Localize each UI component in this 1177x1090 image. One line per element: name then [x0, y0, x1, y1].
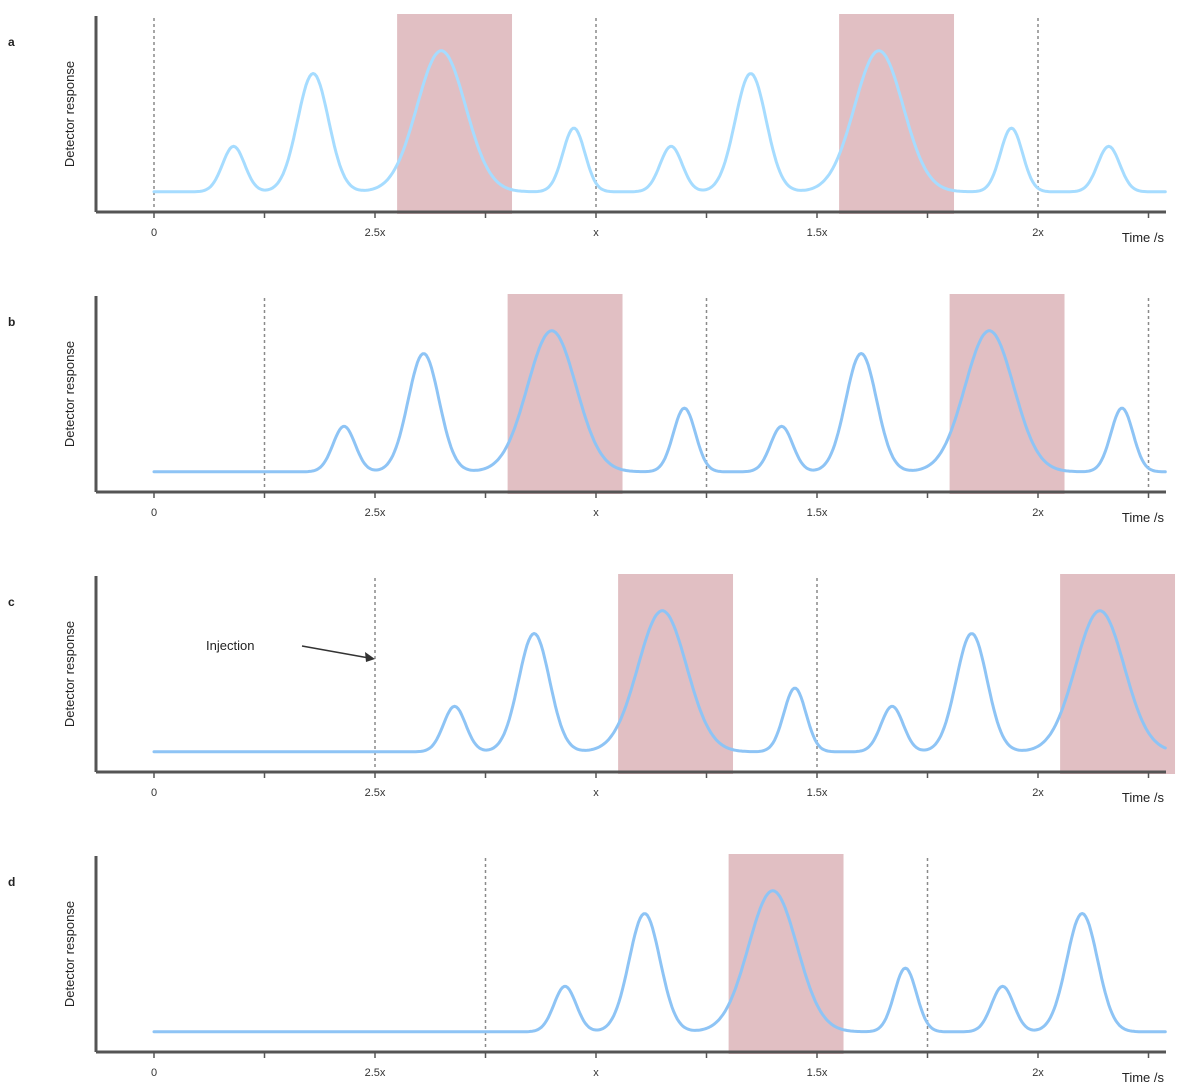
y-axis-label: Detector response	[62, 621, 77, 727]
injection-annotation: Injection	[206, 638, 254, 653]
x-tick-label: 2.5x	[365, 1067, 386, 1079]
x-tick-label: x	[593, 227, 599, 239]
panel-label: b	[8, 315, 15, 329]
panel-d: 0 2.5x x 1.5x 2x Time /s Detector response d	[8, 854, 1167, 1085]
panel-a: 0 2.5x x 1.5x 2x Time /s Detector response a	[8, 14, 1167, 245]
panel-b: 0 2.5x x 1.5x 2x Time /s Detector response b	[8, 294, 1167, 525]
annotation-arrowhead	[365, 652, 375, 662]
x-axis-label: Time /s	[1122, 510, 1165, 525]
x-tick-label: 0	[151, 507, 157, 519]
signal-trace	[152, 889, 1167, 1034]
signal-trace	[152, 609, 1167, 754]
y-axis-label: Detector response	[62, 341, 77, 447]
x-tick-label: 2.5x	[365, 507, 386, 519]
x-tick-label: 2x	[1032, 227, 1044, 239]
x-tick-label: 1.5x	[807, 227, 828, 239]
x-tick-label: 2x	[1032, 787, 1044, 799]
signal-trace	[152, 49, 1167, 194]
x-axis-label: Time /s	[1122, 1070, 1165, 1085]
signal-trace	[152, 329, 1167, 474]
annotation-arrow-line	[301, 645, 370, 659]
x-axis-label: Time /s	[1122, 230, 1165, 245]
panel-label: d	[8, 875, 15, 889]
x-tick-label: 2x	[1032, 1067, 1044, 1079]
x-tick-label: 2.5x	[365, 787, 386, 799]
x-tick-label: x	[593, 787, 599, 799]
x-axis-label: Time /s	[1122, 790, 1165, 805]
x-tick-label: 1.5x	[807, 1067, 828, 1079]
x-tick-label: 1.5x	[807, 507, 828, 519]
x-tick-label: x	[593, 507, 599, 519]
panel-c: 0 2.5x x 1.5x 2x Time /s Detector response c Inj…	[8, 574, 1176, 805]
x-tick-label: 1.5x	[807, 787, 828, 799]
x-tick-label: 2x	[1032, 507, 1044, 519]
y-axis-label: Detector response	[62, 61, 77, 167]
x-tick-label: x	[593, 1067, 599, 1079]
y-axis-label: Detector response	[62, 901, 77, 1007]
panel-label: a	[8, 35, 15, 49]
x-tick-label: 0	[151, 1067, 157, 1079]
x-tick-label: 0	[151, 227, 157, 239]
panel-label: c	[8, 595, 15, 609]
x-tick-label: 2.5x	[365, 227, 386, 239]
x-tick-label: 0	[151, 787, 157, 799]
